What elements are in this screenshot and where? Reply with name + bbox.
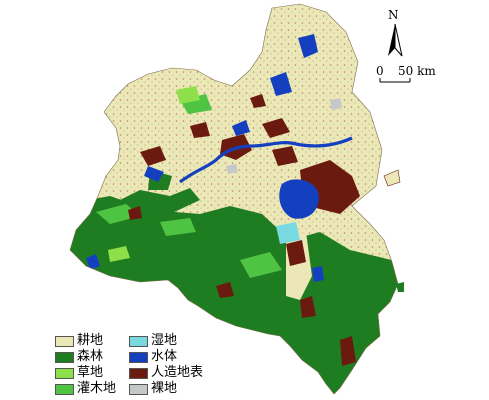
legend-label: 草地 — [77, 365, 104, 380]
legend-swatch — [129, 335, 148, 347]
legend: 耕地 森林 草地 灌木地 湿地 水体 人造地表 裸地 — [55, 332, 255, 400]
legend-item-shrubland: 灌木地 — [55, 382, 116, 396]
legend-label: 人造地表 — [151, 365, 204, 380]
legend-swatch — [55, 383, 74, 395]
north-label: N — [388, 8, 399, 22]
legend-item-cropland: 耕地 — [55, 334, 103, 348]
legend-swatch — [129, 383, 148, 395]
legend-swatch — [55, 351, 74, 363]
legend-item-wetland: 湿地 — [129, 334, 177, 348]
scale-zero-label: 0 — [376, 64, 384, 78]
legend-label: 灌木地 — [77, 381, 117, 396]
legend-swatch — [55, 335, 74, 347]
legend-label: 森林 — [77, 349, 104, 364]
legend-swatch — [129, 367, 148, 379]
legend-label: 耕地 — [77, 333, 104, 348]
legend-label: 水体 — [151, 349, 178, 364]
legend-item-water: 水体 — [129, 350, 177, 364]
scale-distance-label: 50 km — [398, 64, 436, 78]
legend-label: 湿地 — [151, 333, 178, 348]
legend-swatch — [55, 367, 74, 379]
legend-item-grassland: 草地 — [55, 366, 103, 380]
legend-item-forest: 森林 — [55, 350, 103, 364]
legend-label: 裸地 — [151, 381, 178, 396]
north-arrow-icon — [388, 23, 403, 57]
legend-swatch — [129, 351, 148, 363]
legend-item-artificial-surface: 人造地表 — [129, 366, 203, 380]
scale-bar — [379, 78, 411, 83]
legend-item-bare-land: 裸地 — [129, 382, 177, 396]
